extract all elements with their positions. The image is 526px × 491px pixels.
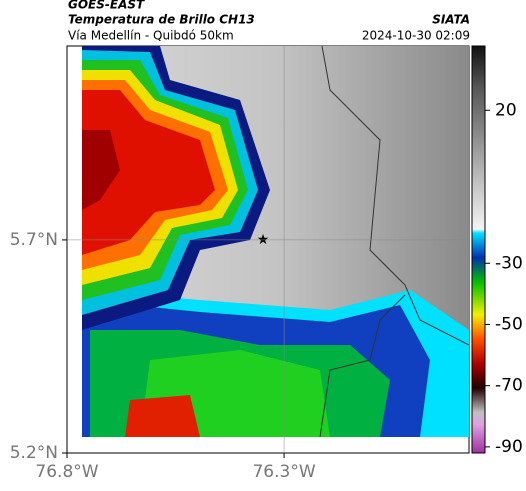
datetime: 2024-10-30 02:09 — [362, 29, 470, 43]
y-tick-label: 5.2°N — [10, 443, 58, 463]
colorbar-tick-label: -30 — [495, 253, 523, 273]
colorbar-tick-label: 20 — [495, 100, 517, 120]
brand: SIATA — [432, 13, 470, 27]
colorbar-tick-label: -90 — [495, 437, 523, 457]
x-tick-label: 76.3°W — [252, 462, 315, 482]
subtitle: Vía Medellín - Quibdó 50km — [68, 29, 234, 43]
imagery — [82, 46, 469, 437]
x-tick-label: 76.8°W — [35, 462, 98, 482]
source: GOES-EAST — [68, 0, 145, 12]
title: Temperatura de Brillo CH13 — [68, 13, 255, 27]
y-tick-label: 5.7°N — [10, 230, 58, 250]
colorbar-tick-label: -70 — [495, 376, 523, 396]
colorbar — [471, 45, 486, 454]
colorbar-tick-label: -50 — [495, 314, 523, 334]
